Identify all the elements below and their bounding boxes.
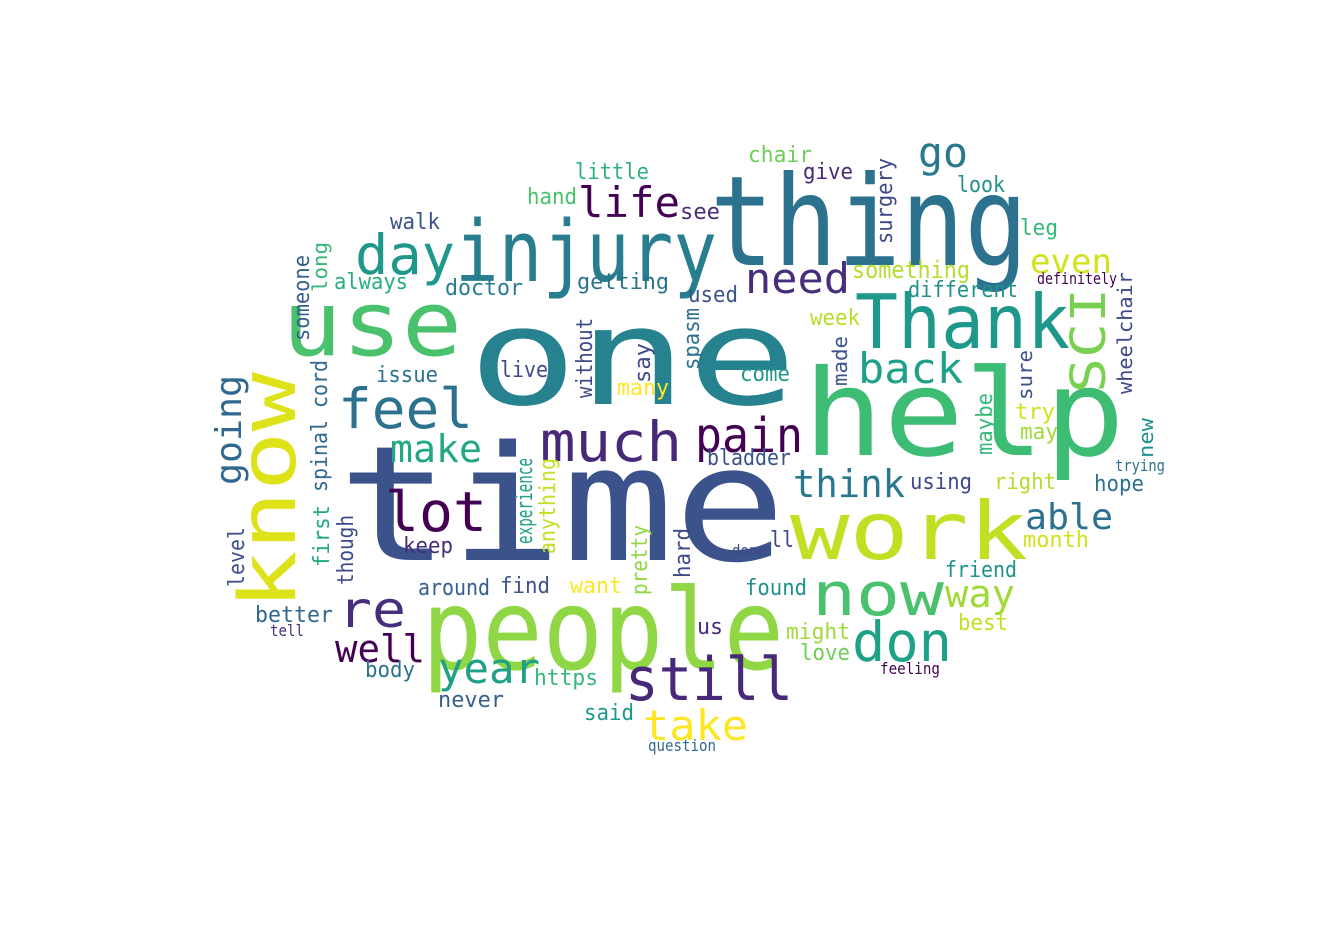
word-made: made <box>828 335 852 386</box>
word-experience: experience <box>513 457 538 544</box>
word-tell: tell <box>270 621 304 640</box>
word-may: may <box>1020 420 1059 445</box>
word-body: body <box>365 658 416 683</box>
word-think: think <box>793 462 906 506</box>
word-take: take <box>643 701 749 750</box>
word-ll: ll <box>770 528 795 553</box>
word-done: done <box>732 541 766 560</box>
word-need: need <box>745 254 851 303</box>
word-want: want <box>570 574 623 599</box>
word-able: able <box>1025 497 1114 538</box>
word-hope: hope <box>1094 472 1145 497</box>
word-hard: hard <box>671 527 696 578</box>
word-back: back <box>858 344 964 393</box>
word-thank: Thank <box>855 278 1071 366</box>
word-lot: lot <box>385 480 488 544</box>
word-never: never <box>438 688 505 713</box>
word-try: try <box>1015 400 1056 425</box>
word-always: always <box>334 270 409 295</box>
word-well: well <box>335 627 426 671</box>
word-using: using <box>910 470 973 495</box>
word-much: much <box>540 410 683 474</box>
word-without: without <box>573 317 598 398</box>
word-don: don <box>852 610 953 674</box>
word-time: time <box>338 411 786 598</box>
word-different: different <box>908 278 1019 303</box>
word-spinal-cord: spinal cord <box>308 359 333 492</box>
word-injury: injury <box>455 203 718 302</box>
word-little: little <box>575 160 650 185</box>
word-better: better <box>255 603 334 628</box>
word-anything: anything <box>536 457 561 554</box>
word-feeling: feeling <box>880 659 941 678</box>
word-week: week <box>810 306 861 331</box>
word-trying: trying <box>1115 456 1165 475</box>
word-people: people <box>422 566 784 696</box>
word-sci: SCI <box>1061 287 1117 393</box>
word-re: re <box>338 581 407 639</box>
word-love: love <box>800 641 851 666</box>
word-work: work <box>790 485 1028 578</box>
word-come: come <box>740 362 791 387</box>
word-leg: leg <box>1020 216 1059 241</box>
word-find: find <box>500 574 551 599</box>
word-https: https <box>534 666 599 691</box>
word-issue: issue <box>376 363 439 388</box>
word-life: life <box>578 178 681 227</box>
word-spasm: spasm <box>680 307 705 370</box>
word-see: see <box>680 200 721 225</box>
word-pain: pain <box>695 408 803 464</box>
word-question: question <box>648 736 716 755</box>
word-though: though <box>334 514 359 585</box>
word-getting: getting <box>577 270 670 295</box>
word-around: around <box>418 576 491 601</box>
word-bladder: bladder <box>707 446 792 471</box>
word-us: us <box>697 615 724 640</box>
word-right: right <box>994 470 1057 495</box>
word-surgery: surgery <box>873 157 898 244</box>
word-doctor: doctor <box>445 276 524 301</box>
word-help: help <box>803 345 1125 484</box>
word-still: still <box>625 645 794 715</box>
word-feel: feel <box>338 377 474 441</box>
word-level: level <box>225 526 250 587</box>
word-maybe: maybe <box>973 392 998 455</box>
word-way: way <box>945 572 1016 616</box>
word-make: make <box>390 427 483 471</box>
word-give: give <box>803 160 854 185</box>
word-chair: chair <box>748 143 813 168</box>
word-used: used <box>688 283 739 308</box>
word-definitely: definitely <box>1037 269 1117 288</box>
word-use: use <box>282 272 463 377</box>
word-keep: keep <box>403 534 454 559</box>
word-friend: friend <box>945 558 1018 583</box>
word-long: long <box>308 241 332 292</box>
word-walk: walk <box>390 210 441 235</box>
word-month: month <box>1023 528 1090 553</box>
word-hand: hand <box>527 185 578 210</box>
word-going: going <box>209 374 250 485</box>
word-one: one <box>468 279 798 436</box>
word-year: year <box>438 644 541 693</box>
word-now: now <box>812 560 945 630</box>
word-found: found <box>745 576 808 601</box>
word-many: many <box>617 376 670 401</box>
word-best: best <box>958 611 1009 636</box>
word-day: day <box>355 223 456 287</box>
word-something: something <box>852 256 971 284</box>
word-pretty: pretty <box>628 524 653 595</box>
word-go: go <box>918 128 969 177</box>
word-might: might <box>786 620 851 645</box>
word-said: said <box>584 701 635 726</box>
word-sure: sure <box>1013 349 1037 400</box>
word-even: even <box>1030 242 1113 282</box>
word-thing: thing <box>710 150 1029 295</box>
word-first: first <box>310 504 335 567</box>
word-look: look <box>957 173 1006 198</box>
word-new: new <box>1134 417 1158 458</box>
word-wheelchair: wheelchair <box>1113 271 1137 394</box>
word-live: live <box>500 358 549 383</box>
